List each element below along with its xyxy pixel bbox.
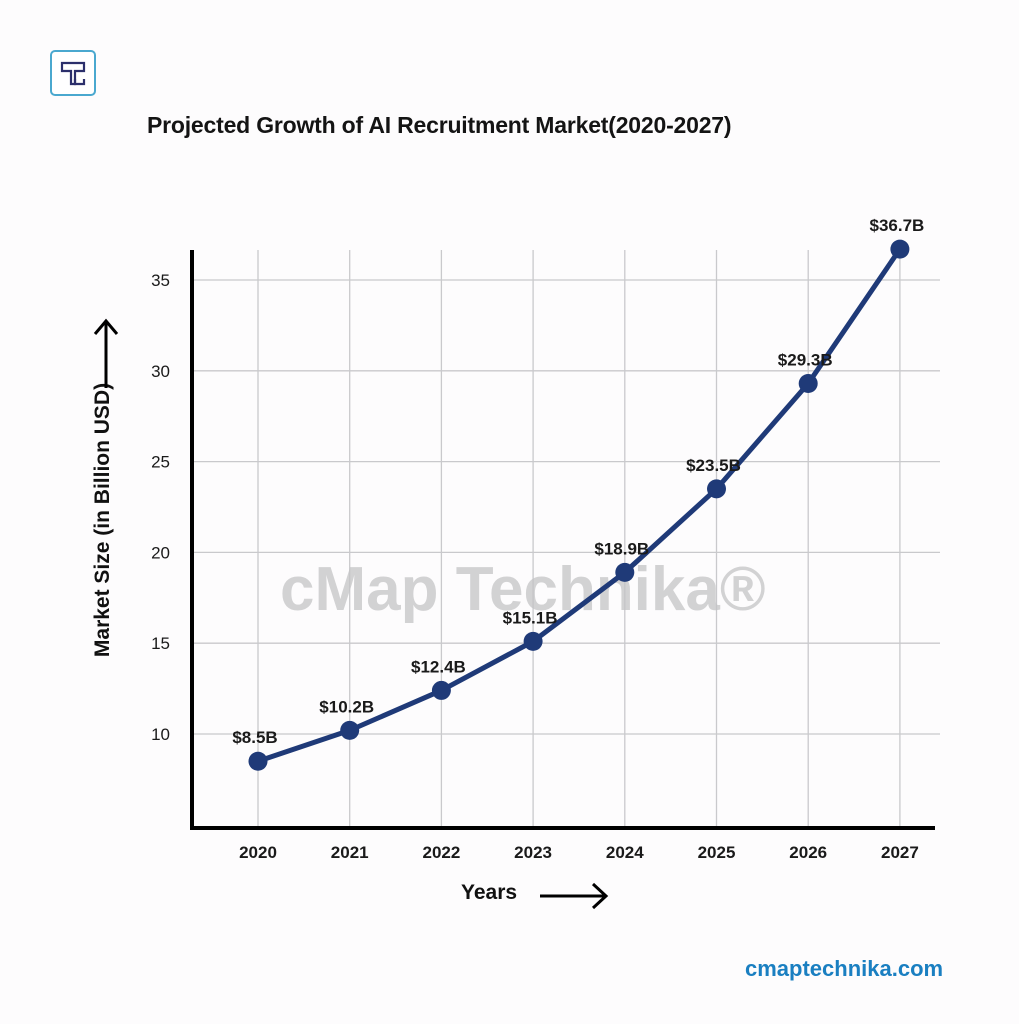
technika-t-logo-icon [60,61,86,86]
data-label: $8.5B [232,728,277,747]
watermark: cMap Technika® [280,555,766,624]
x-tick-label: 2022 [422,843,460,862]
x-tick-label: 2020 [239,843,277,862]
data-label: $18.9B [594,539,649,558]
data-label: $36.7B [869,216,924,235]
y-tick-labels: 10 15 20 25 30 35 [151,271,170,744]
chart-title: Projected Growth of AI Recruitment Marke… [147,112,732,138]
up-arrow-icon [93,318,119,388]
axis-arrows [93,318,609,910]
brand-logo [50,50,96,96]
data-point [340,720,360,740]
x-tick-label: 2026 [789,843,827,862]
y-tick-label: 15 [151,634,170,653]
data-point [615,562,635,582]
data-label: $15.1B [503,608,558,627]
data-label: $23.5B [686,456,741,475]
x-axis-label: Years [461,881,518,904]
y-tick-label: 10 [151,725,170,744]
x-tick-label: 2024 [606,843,644,862]
y-tick-label: 25 [151,453,170,472]
x-tick-label: 2025 [698,843,736,862]
data-point [248,751,268,771]
data-point [890,239,910,259]
y-tick-label: 35 [151,271,170,290]
right-arrow-icon [540,882,609,910]
y-tick-label: 30 [151,362,170,381]
data-point [431,680,451,700]
x-tick-labels: 2020 2021 2022 2023 2024 2025 2026 2027 [239,843,919,862]
axes [190,250,935,830]
data-label: $12.4B [411,657,466,676]
series-line: $8.5B $10.2B $12.4B $15.1B $18.9B $23.5B $29.3… [232,216,924,771]
data-label: $29.3B [778,351,833,370]
series-path [257,247,902,764]
grid-lines [192,250,940,828]
data-point [707,479,726,499]
data-point [798,374,818,394]
y-tick-label: 20 [151,543,170,562]
data-label: $10.2B [319,697,374,716]
x-tick-label: 2021 [331,843,369,862]
x-tick-label: 2023 [514,843,552,862]
x-tick-label: 2027 [881,843,919,862]
data-point [523,631,543,651]
website-link[interactable]: cmaptechnika.com [745,956,944,981]
